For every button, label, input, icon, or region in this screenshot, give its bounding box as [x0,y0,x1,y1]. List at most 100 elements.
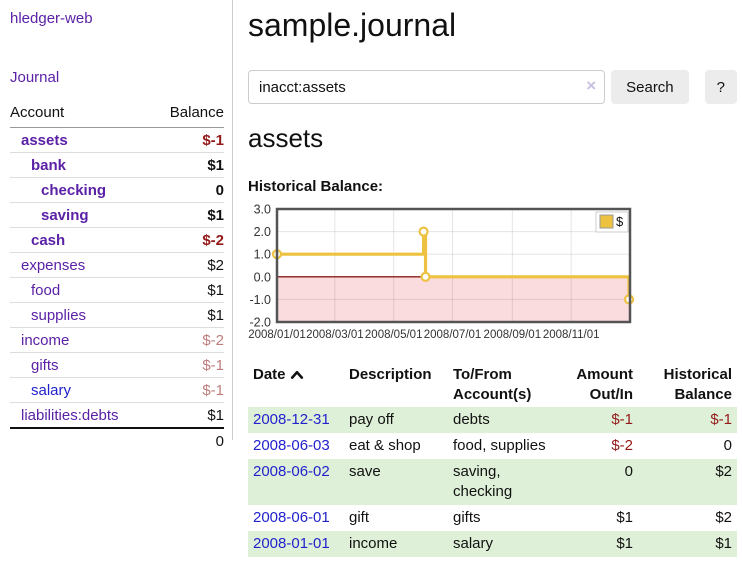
account-link[interactable]: expenses [21,256,86,274]
search-input[interactable] [248,70,606,104]
account-heading: assets [248,123,324,153]
transaction-date-link[interactable]: 2008-06-01 [253,509,330,526]
transaction-date-cell: 2008-06-03 [248,433,344,459]
transaction-amount: $-1 [611,411,633,428]
transaction-balance: $1 [715,535,732,552]
transaction-row: 2008-12-31 pay off debts $-1 $-1 [248,407,737,433]
account-link[interactable]: cash [31,231,66,249]
accounts-header-balance: Balance [152,101,224,128]
transaction-accounts: gifts [453,509,481,526]
account-row: assets $-1 [10,128,224,153]
account-balance: $2 [152,252,224,278]
account-link[interactable]: bank [31,156,67,174]
help-button[interactable]: ? [704,70,737,104]
transaction-date-cell: 2008-06-02 [248,459,344,505]
transaction-description: pay off [349,411,394,428]
transaction-date-link[interactable]: 2008-12-31 [253,411,330,428]
transaction-description: eat & shop [349,437,421,454]
transaction-date-link[interactable]: 2008-06-02 [253,463,330,480]
transaction-row: 2008-06-03 eat & shop food, supplies $-2 0 [248,433,737,459]
account-balance: $1 [152,152,224,178]
account-balance: $-2 [152,327,224,353]
account-row: liabilities:debts $1 [10,402,224,428]
account-row: food $1 [10,277,224,303]
svg-text:3.0: 3.0 [254,203,271,217]
transaction-date-cell: 2008-06-01 [248,505,344,531]
transaction-amount: $1 [616,535,633,552]
svg-text:2008/11/01: 2008/11/01 [543,329,600,341]
register-header-description: Description [349,366,432,383]
transaction-row: 2008-06-02 save saving, checking 0 $2 [248,459,737,505]
main-content: sample.journal × Search ? assets Histori… [248,0,737,557]
page-title: sample.journal [248,7,457,43]
clear-search-icon[interactable]: × [586,76,597,95]
transaction-accounts: saving, checking [453,463,513,500]
account-link[interactable]: liabilities:debts [21,406,119,424]
account-row: salary $-1 [10,377,224,403]
account-link[interactable]: salary [31,381,72,399]
account-row: income $-2 [10,327,224,353]
svg-text:-2.0: -2.0 [249,316,271,330]
transaction-accounts: food, supplies [453,437,546,454]
account-link[interactable]: gifts [31,356,59,374]
account-row: checking 0 [10,177,224,203]
transaction-accounts: debts [453,411,490,428]
svg-text:2.0: 2.0 [254,225,271,239]
account-row: expenses $2 [10,252,224,278]
account-balance: $1 [152,402,224,428]
svg-text:1.0: 1.0 [254,248,271,262]
search-button[interactable]: Search [611,70,689,104]
account-balance: $1 [152,302,224,328]
transaction-balance: 0 [723,437,732,454]
svg-text:-1.0: -1.0 [249,293,271,307]
svg-text:2008/07/01: 2008/07/01 [424,329,482,341]
register-header-amount: Amount Out/In [576,366,633,403]
transaction-balance: $-1 [710,411,732,428]
transaction-date-link[interactable]: 2008-06-03 [253,437,330,454]
sidebar: hledger-web Journal Account Balance asse… [0,0,233,454]
transaction-balance: $2 [715,509,732,526]
accounts-total-balance: 0 [152,427,224,454]
account-row: saving $1 [10,202,224,228]
account-link[interactable]: assets [21,131,68,149]
account-row: bank $1 [10,152,224,178]
transaction-amount: $1 [616,509,633,526]
svg-text:0.0: 0.0 [254,270,271,284]
account-link[interactable]: income [21,331,70,349]
svg-text:2008/05/01: 2008/05/01 [365,329,423,341]
transaction-balance: $2 [715,463,732,480]
account-balance: $-2 [152,227,224,253]
transaction-date-cell: 2008-01-01 [248,531,344,557]
svg-text:$: $ [616,214,624,229]
transaction-description: income [349,535,398,552]
account-balance: $-1 [202,131,224,149]
accounts-total-row: 0 [10,427,224,454]
brand-link[interactable]: hledger-web [10,10,93,27]
register-header-balance: Historical Balance [663,366,732,403]
transaction-date-link[interactable]: 2008-01-01 [253,535,330,552]
account-link[interactable]: checking [41,181,107,199]
account-link[interactable]: saving [41,206,89,224]
transaction-amount: $-2 [611,437,633,454]
account-row: gifts $-1 [10,352,224,378]
account-balance: $-1 [152,377,224,403]
account-row: supplies $1 [10,302,224,328]
account-balance: $-1 [152,352,224,378]
register-header-accounts: To/From Account(s) [453,366,532,403]
account-link[interactable]: supplies [31,306,87,324]
account-balance: $1 [152,277,224,303]
transaction-row: 2008-01-01 income salary $1 $1 [248,531,737,557]
transaction-accounts: salary [453,535,494,552]
register-header-date[interactable]: Date [248,363,344,407]
transaction-date-cell: 2008-12-31 [248,407,344,433]
account-row: cash $-2 [10,227,224,253]
transaction-amount: 0 [624,463,633,480]
chart-title: Historical Balance: [248,178,384,195]
account-link[interactable]: food [31,281,61,299]
sidebar-item-journal[interactable]: Journal [10,69,60,86]
svg-text:2008/09/01: 2008/09/01 [484,329,542,341]
register-header-row: Date Description To/From Account(s) Amou… [248,363,737,407]
search-form: × Search ? [248,70,737,104]
svg-text:2008/03/01: 2008/03/01 [306,329,364,341]
